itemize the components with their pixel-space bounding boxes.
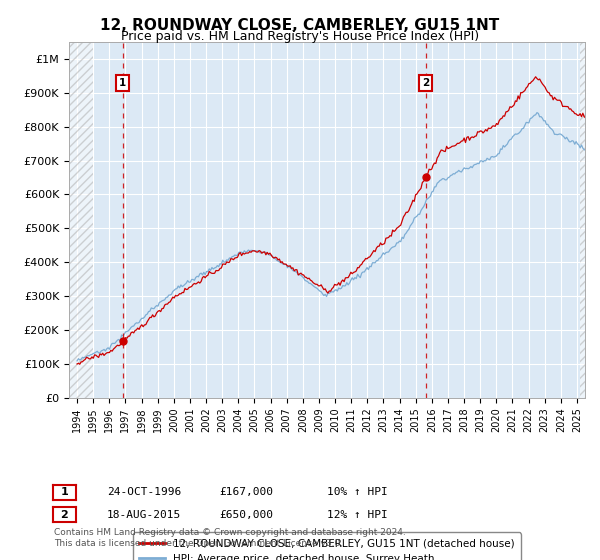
Text: £650,000: £650,000 bbox=[219, 510, 273, 520]
Text: 24-OCT-1996: 24-OCT-1996 bbox=[107, 487, 181, 497]
Text: Contains HM Land Registry data © Crown copyright and database right 2024.
This d: Contains HM Land Registry data © Crown c… bbox=[54, 528, 406, 548]
Text: 18-AUG-2015: 18-AUG-2015 bbox=[107, 510, 181, 520]
Text: 12, ROUNDWAY CLOSE, CAMBERLEY, GU15 1NT: 12, ROUNDWAY CLOSE, CAMBERLEY, GU15 1NT bbox=[100, 18, 500, 33]
Text: 1: 1 bbox=[119, 78, 126, 87]
Text: 1: 1 bbox=[61, 487, 68, 497]
Text: 2: 2 bbox=[61, 510, 68, 520]
Text: 2: 2 bbox=[422, 78, 430, 87]
Text: 12% ↑ HPI: 12% ↑ HPI bbox=[327, 510, 388, 520]
Text: £167,000: £167,000 bbox=[219, 487, 273, 497]
Bar bbox=[580, 42, 585, 398]
Text: 10% ↑ HPI: 10% ↑ HPI bbox=[327, 487, 388, 497]
Text: Price paid vs. HM Land Registry's House Price Index (HPI): Price paid vs. HM Land Registry's House … bbox=[121, 30, 479, 43]
Bar bbox=[69, 42, 93, 398]
Legend: 12, ROUNDWAY CLOSE, CAMBERLEY, GU15 1NT (detached house), HPI: Average price, de: 12, ROUNDWAY CLOSE, CAMBERLEY, GU15 1NT … bbox=[133, 533, 521, 560]
